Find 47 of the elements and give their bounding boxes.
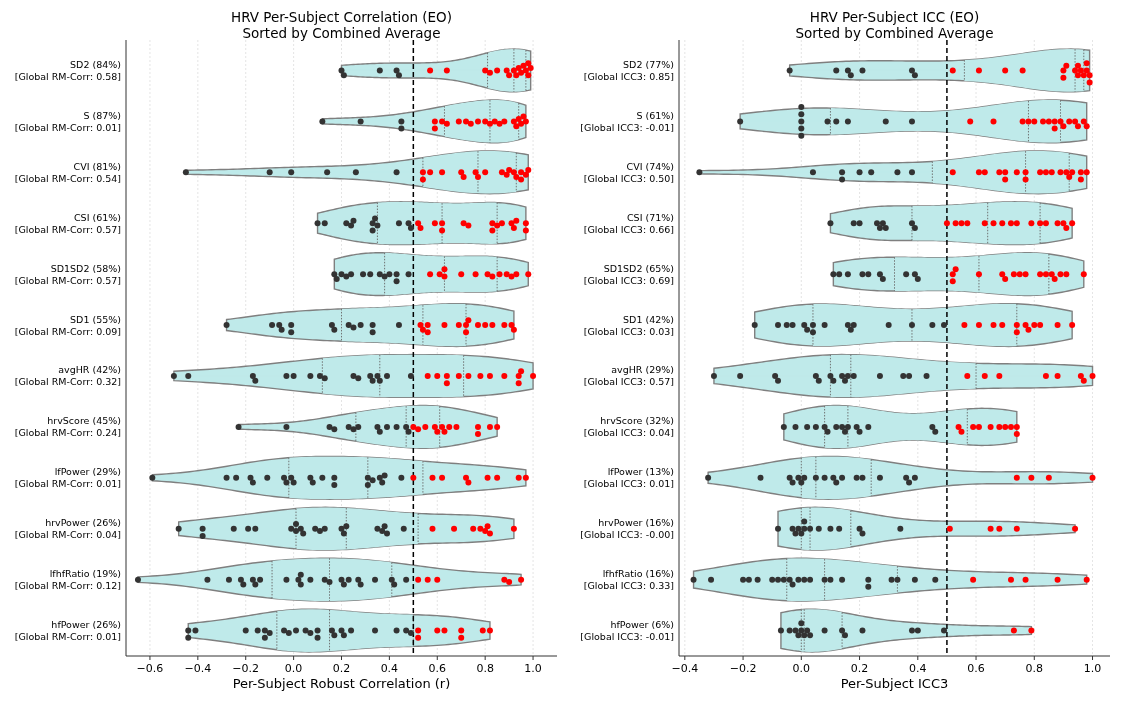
y-tick-label: SD1SD2 (58%) [Global RM-Corr: 0.57] — [14, 262, 121, 286]
x-tick-label: 0.8 — [476, 662, 494, 675]
x-tick-label: −0.4 — [184, 662, 212, 675]
y-tick-label: CVI (74%) [Global ICC3: 0.50] — [583, 160, 674, 184]
y-tick-label: hfPower (6%) [Global ICC3: -0.01] — [580, 619, 674, 643]
y-tick-label: CVI (81%) [Global RM-Corr: 0.54] — [14, 160, 121, 184]
chart-title: HRV Per-Subject ICC (EO) — [809, 9, 980, 25]
y-tick-label: CSI (61%) [Global RM-Corr: 0.57] — [14, 211, 121, 235]
x-tick-label: −0.6 — [136, 662, 164, 675]
x-tick-label: 0.2 — [850, 662, 869, 675]
x-tick-label: −0.4 — [671, 662, 699, 675]
x-tick-label: 0.2 — [332, 662, 351, 675]
y-tick-label: hrvPower (16%) [Global ICC3: -0.00] — [580, 517, 674, 541]
y-tick-label: avgHR (42%) [Global RM-Corr: 0.32] — [14, 364, 121, 388]
x-tick-label: 0.6 — [428, 662, 447, 675]
y-tick-label: SD1SD2 (65%) [Global ICC3: 0.69] — [583, 262, 674, 286]
y-tick-label: SD1 (55%) [Global RM-Corr: 0.09] — [14, 313, 121, 337]
y-tick-label: hfPower (26%) [Global RM-Corr: 0.01] — [14, 619, 121, 643]
y-tick-label: lfhfRatio (19%) [Global RM-Corr: 0.12] — [14, 568, 121, 592]
y-tick-label: SD2 (77%) [Global ICC3: 0.85] — [583, 58, 674, 82]
x-axis-title: Per-Subject Robust Correlation (r) — [232, 676, 451, 691]
y-tick-label: lfPower (29%) [Global RM-Corr: 0.01] — [14, 466, 121, 490]
x-tick-label: −0.2 — [232, 662, 260, 675]
chart-title: HRV Per-Subject Correlation (EO) — [230, 9, 453, 25]
y-tick-label: SD1 (42%) [Global ICC3: 0.03] — [583, 313, 674, 337]
y-tick-label: hrvPower (26%) [Global RM-Corr: 0.04] — [14, 517, 121, 541]
chart-subtitle: Sorted by Combined Average — [795, 25, 994, 41]
x-tick-label: 0.6 — [967, 662, 985, 675]
chart-subtitle: Sorted by Combined Average — [242, 25, 441, 41]
y-tick-label: S (87%) [Global RM-Corr: 0.01] — [14, 109, 121, 133]
x-tick-label: 1.0 — [524, 662, 542, 675]
y-tick-label: hrvScore (45%) [Global RM-Corr: 0.24] — [14, 415, 121, 439]
y-tick-label: hrvScore (32%) [Global ICC3: 0.04] — [583, 415, 674, 439]
x-tick-label: 0.4 — [909, 662, 927, 675]
x-tick-label: 0.0 — [284, 662, 303, 675]
x-tick-label: 1.0 — [1083, 662, 1102, 675]
y-tick-label: lfhfRatio (16%) [Global ICC3: 0.33] — [583, 568, 674, 592]
y-tick-label: avgHR (29%) [Global ICC3: 0.57] — [583, 364, 674, 388]
y-tick-label: SD2 (84%) [Global RM-Corr: 0.58] — [14, 58, 121, 82]
x-tick-label: −0.2 — [729, 662, 757, 675]
x-axis-title: Per-Subject ICC3 — [840, 676, 949, 691]
y-tick-label: S (61%) [Global ICC3: -0.01] — [580, 109, 674, 133]
x-tick-label: 0.4 — [380, 662, 399, 675]
x-tick-label: 0.8 — [1025, 662, 1044, 675]
y-tick-label: CSI (71%) [Global ICC3: 0.66] — [583, 211, 674, 235]
y-tick-label: lfPower (13%) [Global ICC3: 0.01] — [583, 466, 674, 490]
x-tick-label: 0.0 — [792, 662, 811, 675]
